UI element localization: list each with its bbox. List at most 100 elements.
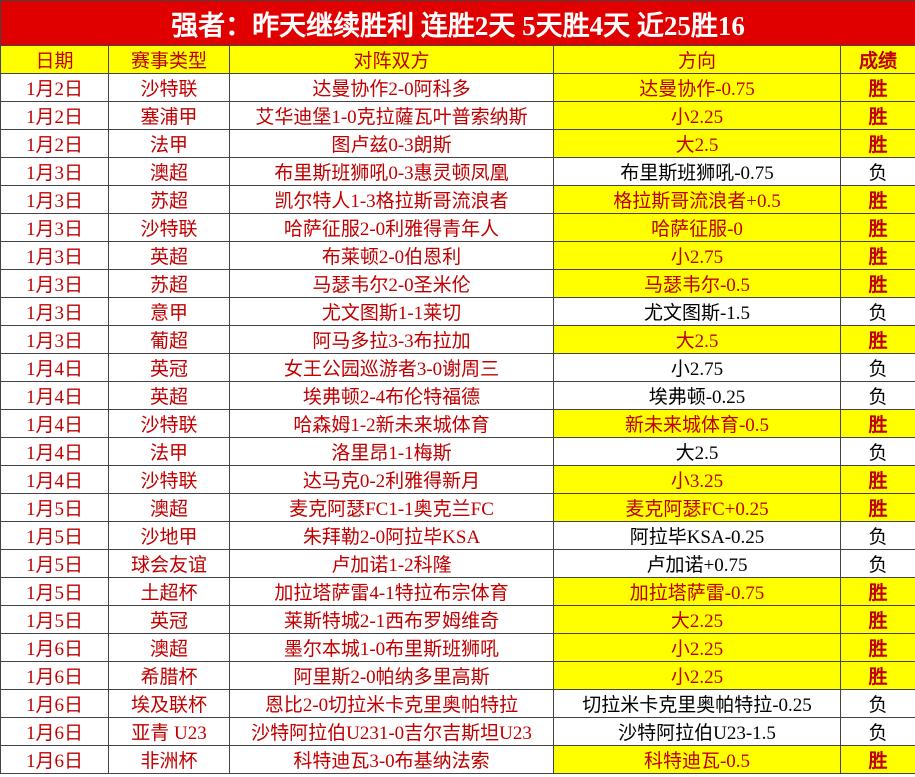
date-cell: 1月6日 <box>0 745 109 774</box>
data-row: 1月3日 苏超 凯尔特人1-3格拉斯哥流浪者 格拉斯哥流浪者+0.5 胜 <box>0 185 915 214</box>
league-cell: 塞浦甲 <box>108 101 230 130</box>
header-cell: 成绩 <box>839 45 915 74</box>
direction-cell: 哈萨征服-0 <box>553 213 841 242</box>
data-row: 1月5日 土超杯 加拉塔萨雷4-1特拉布宗体育 加拉塔萨雷-0.75 胜 <box>0 577 915 606</box>
match-cell: 加拉塔萨雷4-1特拉布宗体育 <box>229 577 554 606</box>
data-row: 1月3日 苏超 马瑟韦尔2-0圣米伦 马瑟韦尔-0.5 胜 <box>0 269 915 298</box>
result-cell: 胜 <box>839 213 915 242</box>
date-cell: 1月4日 <box>0 381 109 410</box>
date-cell: 1月4日 <box>0 437 109 466</box>
date-cell: 1月3日 <box>0 269 109 298</box>
direction-cell: 埃弗顿-0.25 <box>553 381 841 410</box>
match-cell: 达曼协作2-0阿科多 <box>229 73 554 102</box>
data-row: 1月5日 澳超 麦克阿瑟FC1-1奥克兰FC 麦克阿瑟FC+0.25 胜 <box>0 493 915 522</box>
league-cell: 沙特联 <box>108 213 230 242</box>
league-cell: 苏超 <box>108 185 230 214</box>
league-cell: 澳超 <box>108 157 230 186</box>
date-cell: 1月4日 <box>0 409 109 438</box>
title: 强者：昨天继续胜利 连胜2天 5天胜4天 近25胜16 <box>0 0 915 46</box>
league-cell: 希腊杯 <box>108 661 230 690</box>
date-cell: 1月2日 <box>0 101 109 130</box>
league-cell: 葡超 <box>108 325 230 354</box>
data-row: 1月4日 法甲 洛里昂1-1梅斯 大2.5 负 <box>0 437 915 466</box>
direction-cell: 科特迪瓦-0.5 <box>553 745 841 774</box>
result-cell: 胜 <box>839 633 915 662</box>
direction-cell: 小2.75 <box>553 353 841 382</box>
league-cell: 英超 <box>108 241 230 270</box>
date-cell: 1月6日 <box>0 633 109 662</box>
match-cell: 恩比2-0切拉米卡克里奥帕特拉 <box>229 689 554 718</box>
data-row: 1月3日 葡超 阿马多拉3-3布拉加 大2.5 胜 <box>0 325 915 354</box>
data-row: 1月6日 埃及联杯 恩比2-0切拉米卡克里奥帕特拉 切拉米卡克里奥帕特拉-0.25 负 <box>0 689 915 718</box>
match-cell: 科特迪瓦3-0布基纳法索 <box>229 745 554 774</box>
result-cell: 负 <box>839 437 915 466</box>
result-cell: 负 <box>839 717 915 746</box>
league-cell: 土超杯 <box>108 577 230 606</box>
date-cell: 1月5日 <box>0 521 109 550</box>
match-cell: 艾华迪堡1-0克拉薩瓦叶普索纳斯 <box>229 101 554 130</box>
result-cell: 负 <box>839 157 915 186</box>
data-row: 1月2日 塞浦甲 艾华迪堡1-0克拉薩瓦叶普索纳斯 小2.25 胜 <box>0 101 915 130</box>
data-row: 1月6日 希腊杯 阿里斯2-0帕纳多里高斯 小2.25 胜 <box>0 661 915 690</box>
direction-cell: 新未来城体育-0.5 <box>553 409 841 438</box>
date-cell: 1月3日 <box>0 325 109 354</box>
date-cell: 1月2日 <box>0 129 109 158</box>
direction-cell: 大2.5 <box>553 325 841 354</box>
league-cell: 意甲 <box>108 297 230 326</box>
data-row: 1月4日 沙特联 哈森姆1-2新未来城体育 新未来城体育-0.5 胜 <box>0 409 915 438</box>
header-row: 日期 赛事类型 对阵双方 方向 成绩 <box>0 45 915 74</box>
match-cell: 卢加诺1-2科隆 <box>229 549 554 578</box>
data-row: 1月6日 非洲杯 科特迪瓦3-0布基纳法索 科特迪瓦-0.5 胜 <box>0 745 915 774</box>
match-cell: 沙特阿拉伯U231-0吉尔吉斯坦U23 <box>229 717 554 746</box>
result-cell: 胜 <box>839 73 915 102</box>
league-cell: 球会友谊 <box>108 549 230 578</box>
date-cell: 1月5日 <box>0 605 109 634</box>
league-cell: 英超 <box>108 381 230 410</box>
date-cell: 1月5日 <box>0 493 109 522</box>
match-cell: 达马克0-2利雅得新月 <box>229 465 554 494</box>
league-cell: 沙特联 <box>108 409 230 438</box>
match-cell: 洛里昂1-1梅斯 <box>229 437 554 466</box>
date-cell: 1月3日 <box>0 297 109 326</box>
date-cell: 1月6日 <box>0 689 109 718</box>
data-row: 1月4日 英冠 女王公园巡游者3-0谢周三 小2.75 负 <box>0 353 915 382</box>
league-cell: 法甲 <box>108 129 230 158</box>
match-cell: 阿马多拉3-3布拉加 <box>229 325 554 354</box>
title-row: 强者：昨天继续胜利 连胜2天 5天胜4天 近25胜16 <box>0 0 915 46</box>
result-cell: 胜 <box>839 269 915 298</box>
match-cell: 麦克阿瑟FC1-1奥克兰FC <box>229 493 554 522</box>
direction-cell: 小2.25 <box>553 101 841 130</box>
data-row: 1月2日 沙特联 达曼协作2-0阿科多 达曼协作-0.75 胜 <box>0 73 915 102</box>
result-cell: 胜 <box>839 185 915 214</box>
date-cell: 1月3日 <box>0 157 109 186</box>
direction-cell: 小2.75 <box>553 241 841 270</box>
direction-cell: 大2.5 <box>553 129 841 158</box>
data-row: 1月3日 英超 布莱顿2-0伯恩利 小2.75 胜 <box>0 241 915 270</box>
direction-cell: 加拉塔萨雷-0.75 <box>553 577 841 606</box>
data-row: 1月4日 英超 埃弗顿2-4布伦特福德 埃弗顿-0.25 负 <box>0 381 915 410</box>
result-cell: 负 <box>839 689 915 718</box>
result-cell: 胜 <box>839 577 915 606</box>
result-cell: 胜 <box>839 325 915 354</box>
league-cell: 法甲 <box>108 437 230 466</box>
direction-cell: 马瑟韦尔-0.5 <box>553 269 841 298</box>
result-cell: 胜 <box>839 129 915 158</box>
data-row: 1月3日 沙特联 哈萨征服2-0利雅得青年人 哈萨征服-0 胜 <box>0 213 915 242</box>
result-cell: 负 <box>839 297 915 326</box>
direction-cell: 大2.5 <box>553 437 841 466</box>
result-cell: 胜 <box>839 409 915 438</box>
result-cell: 负 <box>839 381 915 410</box>
data-row: 1月2日 法甲 图卢兹0-3朗斯 大2.5 胜 <box>0 129 915 158</box>
result-cell: 胜 <box>839 745 915 774</box>
direction-cell: 布里斯班狮吼-0.75 <box>553 157 841 186</box>
direction-cell: 麦克阿瑟FC+0.25 <box>553 493 841 522</box>
direction-cell: 格拉斯哥流浪者+0.5 <box>553 185 841 214</box>
result-cell: 胜 <box>839 465 915 494</box>
date-cell: 1月4日 <box>0 353 109 382</box>
match-cell: 凯尔特人1-3格拉斯哥流浪者 <box>229 185 554 214</box>
date-cell: 1月5日 <box>0 577 109 606</box>
direction-cell: 卢加诺+0.75 <box>553 549 841 578</box>
result-cell: 负 <box>839 521 915 550</box>
match-cell: 布莱顿2-0伯恩利 <box>229 241 554 270</box>
